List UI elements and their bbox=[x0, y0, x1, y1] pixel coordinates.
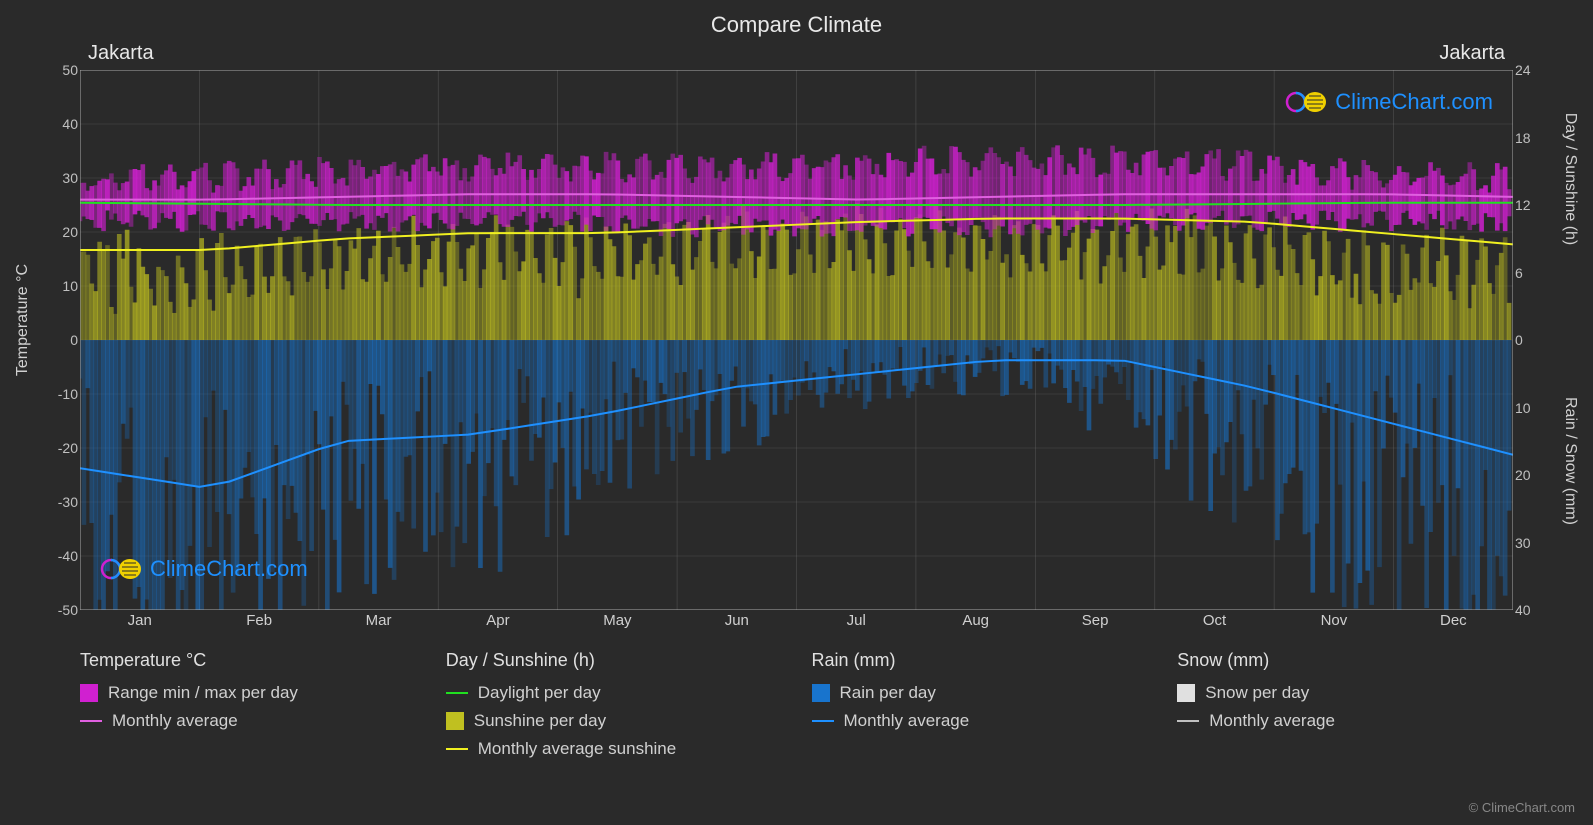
y-axis-label-left: Temperature °C bbox=[14, 264, 32, 376]
y-tick-left: 40 bbox=[38, 116, 78, 132]
plot-area bbox=[80, 70, 1513, 610]
legend-area: Temperature °C Range min / max per day Mon… bbox=[80, 650, 1513, 767]
legend-label: Monthly average bbox=[844, 711, 970, 731]
legend-item: Sunshine per day bbox=[446, 711, 782, 731]
legend-swatch bbox=[812, 720, 834, 722]
legend-column: Rain (mm) Rain per day Monthly average bbox=[812, 650, 1148, 767]
y-ticks-left: 50403020100-10-20-30-40-50 bbox=[38, 70, 78, 610]
month-label: May bbox=[558, 612, 677, 634]
month-label: Nov bbox=[1274, 612, 1393, 634]
legend-label: Daylight per day bbox=[478, 683, 601, 703]
y-ticks-right: 2418126010203040 bbox=[1515, 70, 1555, 610]
legend-swatch bbox=[1177, 720, 1199, 722]
legend-title: Rain (mm) bbox=[812, 650, 1148, 671]
legend-item: Range min / max per day bbox=[80, 683, 416, 703]
legend-swatch bbox=[446, 692, 468, 694]
legend-column: Temperature °C Range min / max per day Mon… bbox=[80, 650, 416, 767]
legend-label: Rain per day bbox=[840, 683, 936, 703]
y-tick-left: 30 bbox=[38, 170, 78, 186]
y-tick-right: 30 bbox=[1515, 535, 1555, 551]
legend-item: Monthly average bbox=[80, 711, 416, 731]
month-label: Oct bbox=[1155, 612, 1274, 634]
chart-title: Compare Climate bbox=[0, 0, 1593, 38]
legend-swatch bbox=[446, 712, 464, 730]
legend-swatch bbox=[812, 684, 830, 702]
x-axis-months: JanFebMarAprMayJunJulAugSepOctNovDec bbox=[80, 612, 1513, 634]
legend-item: Monthly average sunshine bbox=[446, 739, 782, 759]
legend-swatch bbox=[80, 720, 102, 722]
month-label: Apr bbox=[438, 612, 557, 634]
y-tick-right: 10 bbox=[1515, 400, 1555, 416]
plot-svg bbox=[80, 70, 1513, 610]
month-label: Dec bbox=[1394, 612, 1513, 634]
y-tick-left: -50 bbox=[38, 602, 78, 618]
y-tick-left: -40 bbox=[38, 548, 78, 564]
city-label-right: Jakarta bbox=[1439, 42, 1505, 65]
legend-title: Snow (mm) bbox=[1177, 650, 1513, 671]
month-label: Jan bbox=[80, 612, 199, 634]
y-tick-right: 12 bbox=[1515, 197, 1555, 213]
y-tick-right: 40 bbox=[1515, 602, 1555, 618]
legend-item: Rain per day bbox=[812, 683, 1148, 703]
watermark-bottom: ClimeChart.com bbox=[100, 555, 308, 583]
watermark-text: ClimeChart.com bbox=[150, 556, 308, 582]
y-tick-left: 0 bbox=[38, 332, 78, 348]
y-tick-left: -10 bbox=[38, 386, 78, 402]
watermark-top: ClimeChart.com bbox=[1285, 88, 1493, 116]
legend-label: Sunshine per day bbox=[474, 711, 606, 731]
copyright-text: © ClimeChart.com bbox=[1469, 800, 1575, 815]
month-label: Sep bbox=[1035, 612, 1154, 634]
month-label: Jun bbox=[677, 612, 796, 634]
legend-column: Day / Sunshine (h) Daylight per day Sunshi… bbox=[446, 650, 782, 767]
legend-swatch bbox=[446, 748, 468, 750]
legend-label: Monthly average bbox=[1209, 711, 1335, 731]
city-label-left: Jakarta bbox=[88, 42, 154, 65]
legend-label: Monthly average bbox=[112, 711, 238, 731]
y-tick-right: 20 bbox=[1515, 467, 1555, 483]
legend-title: Temperature °C bbox=[80, 650, 416, 671]
legend-label: Monthly average sunshine bbox=[478, 739, 676, 759]
y-tick-right: 18 bbox=[1515, 130, 1555, 146]
legend-label: Range min / max per day bbox=[108, 683, 298, 703]
y-tick-left: -20 bbox=[38, 440, 78, 456]
legend-column: Snow (mm) Snow per day Monthly average bbox=[1177, 650, 1513, 767]
month-label: Jul bbox=[797, 612, 916, 634]
y-axis-label-right-top: Day / Sunshine (h) bbox=[1561, 113, 1579, 246]
y-tick-right: 24 bbox=[1515, 62, 1555, 78]
watermark-text: ClimeChart.com bbox=[1335, 89, 1493, 115]
y-tick-left: 20 bbox=[38, 224, 78, 240]
legend-label: Snow per day bbox=[1205, 683, 1309, 703]
legend-item: Snow per day bbox=[1177, 683, 1513, 703]
y-tick-right: 0 bbox=[1515, 332, 1555, 348]
month-label: Feb bbox=[199, 612, 318, 634]
legend-title: Day / Sunshine (h) bbox=[446, 650, 782, 671]
y-axis-label-right-bottom: Rain / Snow (mm) bbox=[1561, 397, 1579, 525]
legend-swatch bbox=[80, 684, 98, 702]
legend-swatch bbox=[1177, 684, 1195, 702]
y-tick-left: 50 bbox=[38, 62, 78, 78]
legend-item: Daylight per day bbox=[446, 683, 782, 703]
legend-item: Monthly average bbox=[1177, 711, 1513, 731]
y-tick-left: 10 bbox=[38, 278, 78, 294]
legend-item: Monthly average bbox=[812, 711, 1148, 731]
month-label: Mar bbox=[319, 612, 438, 634]
y-tick-left: -30 bbox=[38, 494, 78, 510]
month-label: Aug bbox=[916, 612, 1035, 634]
y-tick-right: 6 bbox=[1515, 265, 1555, 281]
